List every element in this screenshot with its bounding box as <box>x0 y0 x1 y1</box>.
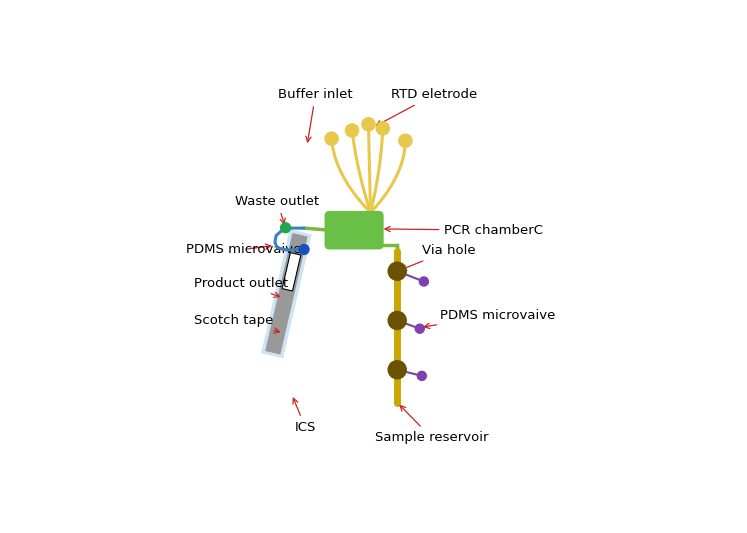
Text: Waste outlet: Waste outlet <box>235 195 319 224</box>
Circle shape <box>415 324 424 333</box>
Circle shape <box>325 132 338 145</box>
Circle shape <box>388 311 406 329</box>
Circle shape <box>388 262 406 280</box>
Circle shape <box>376 122 389 135</box>
Text: Buffer inlet: Buffer inlet <box>278 88 353 142</box>
Circle shape <box>299 245 309 254</box>
FancyBboxPatch shape <box>324 211 384 249</box>
Circle shape <box>388 361 406 379</box>
Text: Sample reservoir: Sample reservoir <box>375 406 488 444</box>
Text: PDMS microvaive: PDMS microvaive <box>186 243 301 256</box>
FancyBboxPatch shape <box>265 233 308 354</box>
FancyBboxPatch shape <box>282 253 301 291</box>
Circle shape <box>281 223 291 232</box>
Text: Product outlet: Product outlet <box>194 277 288 297</box>
Text: PCR chamberC: PCR chamberC <box>385 224 543 237</box>
Text: Via hole: Via hole <box>401 244 475 270</box>
Text: PDMS microvaive: PDMS microvaive <box>424 309 556 328</box>
Circle shape <box>346 124 359 137</box>
Circle shape <box>419 277 428 286</box>
Circle shape <box>418 372 427 381</box>
Circle shape <box>362 118 375 131</box>
Text: ICS: ICS <box>293 398 316 434</box>
Circle shape <box>399 134 412 147</box>
FancyBboxPatch shape <box>261 229 311 358</box>
Text: RTD eletrode: RTD eletrode <box>376 88 477 126</box>
Text: Scotch tape: Scotch tape <box>194 314 279 333</box>
